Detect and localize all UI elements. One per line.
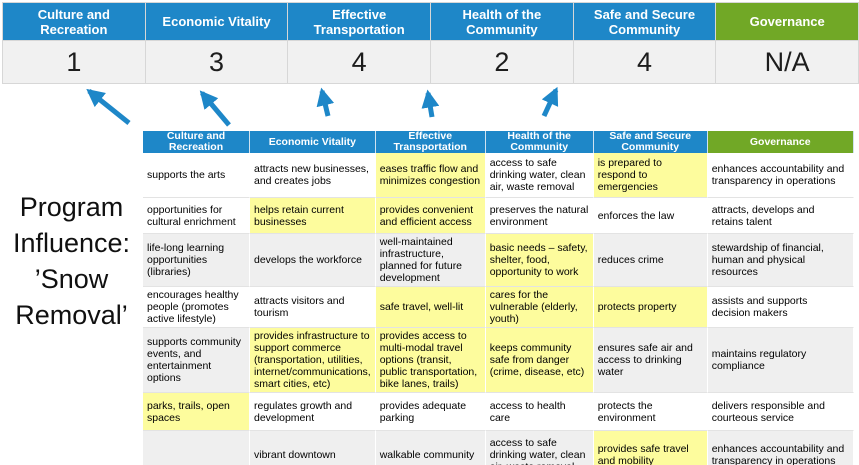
matrix-cell: regulates growth and development — [250, 393, 376, 431]
matrix-cell: basic needs – safety, shelter, food, opp… — [485, 234, 594, 287]
matrix-cell: preserves the natural environment — [485, 198, 594, 234]
matrix-cell: reduces crime — [593, 234, 708, 287]
matrix-row: vibrant downtown walkable community access… — [143, 431, 854, 465]
influence-arrow-safe-and-secure-community — [541, 86, 559, 118]
matrix-cell: cares for the vulnerable (elderly, youth… — [485, 287, 594, 328]
program-influence-label: Program Influence: ’Snow Removal’ — [12, 192, 131, 330]
matrix-header-effective-transportation: Effective Transportation — [375, 131, 486, 153]
matrix-cell: supports community events, and entertain… — [143, 328, 250, 393]
matrix-header-row: Culture and Recreation Economic Vitality E… — [143, 131, 854, 153]
matrix-cell: eases traffic flow and minimizes congest… — [375, 153, 486, 198]
matrix-cell: maintains regulatory compliance — [707, 328, 854, 393]
pillar-score-effective-transportation: 4 — [288, 41, 430, 83]
pillar-header-effective-transportation: Effective Transportation — [288, 3, 430, 40]
matrix-cell: enhances accountability and transparency… — [707, 153, 854, 198]
matrix-cell: provides adequate parking — [375, 393, 486, 431]
matrix-cell: is prepared to respond to emergencies — [593, 153, 708, 198]
matrix-cell: assists and supports decision makers — [707, 287, 854, 328]
matrix-cell: parks, trails, open spaces — [143, 393, 250, 431]
matrix-cell — [143, 431, 250, 465]
pillar-header-health-of-the-community: Health of the Community — [431, 3, 573, 40]
pillar-score-safe-and-secure-community: 4 — [573, 41, 716, 83]
pillar-score-economic-vitality: 3 — [145, 41, 288, 83]
pillar-header-safe-and-secure-community: Safe and Secure Community — [573, 3, 716, 40]
matrix-cell: provides safe travel and mobility — [593, 431, 708, 465]
matrix-cell: access to health care — [485, 393, 594, 431]
pillar-header-governance: Governance — [716, 3, 858, 40]
matrix-header-safe-and-secure-community: Safe and Secure Community — [593, 131, 708, 153]
matrix-cell: keeps community safe from danger (crime,… — [485, 328, 594, 393]
matrix-cell: encourages healthy people (promotes acti… — [143, 287, 250, 328]
matrix-header-culture-and-recreation: Culture and Recreation — [143, 131, 250, 153]
pillar-header-culture-and-recreation: Culture and Recreation — [3, 3, 145, 40]
pillar-score-health-of-the-community: 2 — [431, 41, 573, 83]
matrix-cell: well-maintained infrastructure, planned … — [375, 234, 486, 287]
matrix-row: encourages healthy people (promotes acti… — [143, 287, 854, 328]
matrix-cell: provides infrastructure to support comme… — [250, 328, 376, 393]
pillar-score-culture-and-recreation: 1 — [3, 41, 145, 83]
matrix-cell: provides convenient and efficient access — [375, 198, 486, 234]
matrix-cell: access to safe drinking water, clean air… — [485, 431, 594, 465]
matrix-cell: attracts visitors and tourism — [250, 287, 376, 328]
matrix-cell: provides access to multi-modal travel op… — [375, 328, 486, 393]
pillar-header-economic-vitality: Economic Vitality — [145, 3, 288, 40]
matrix-cell: attracts, develops and retains talent — [707, 198, 854, 234]
matrix-cell: develops the workforce — [250, 234, 376, 287]
matrix-cell: access to safe drinking water, clean air… — [485, 153, 594, 198]
matrix-row: supports the arts attracts new businesses… — [143, 153, 854, 198]
matrix-cell: helps retain current businesses — [250, 198, 376, 234]
matrix-cell: protects property — [593, 287, 708, 328]
matrix-cell: attracts new businesses, and creates job… — [250, 153, 376, 198]
influence-arrow-culture-and-recreation — [86, 88, 131, 125]
matrix-cell: ensures safe air and access to drinking … — [593, 328, 708, 393]
matrix-cell: safe travel, well-lit — [375, 287, 486, 328]
influence-arrow-effective-transportation — [316, 87, 335, 117]
matrix-header-governance: Governance — [707, 131, 854, 153]
influence-arrow-health-of-the-community — [421, 89, 440, 118]
matrix-row: parks, trails, open spaces regulates grow… — [143, 393, 854, 431]
matrix-cell: walkable community — [375, 431, 486, 465]
matrix-cell: supports the arts — [143, 153, 250, 198]
matrix-header-health-of-the-community: Health of the Community — [485, 131, 594, 153]
matrix-cell: protects the environment — [593, 393, 708, 431]
pillar-score-governance: N/A — [716, 41, 858, 83]
matrix-row: supports community events, and entertain… — [143, 328, 854, 393]
score-banner: Culture and Recreation Economic Vitality E… — [2, 2, 859, 84]
influence-arrow-economic-vitality — [199, 90, 231, 127]
matrix-row: opportunities for cultural enrichment hel… — [143, 198, 854, 234]
matrix-cell: opportunities for cultural enrichment — [143, 198, 250, 234]
matrix-cell: life-long learning opportunities (librar… — [143, 234, 250, 287]
matrix-row: life-long learning opportunities (librar… — [143, 234, 854, 287]
matrix-cell: enhances accountability and transparency… — [707, 431, 854, 465]
matrix-cell: enforces the law — [593, 198, 708, 234]
matrix-cell: stewardship of financial, human and phys… — [707, 234, 854, 287]
matrix-cell: delivers responsible and courteous servi… — [707, 393, 854, 431]
influence-matrix: Culture and Recreation Economic Vitality E… — [143, 131, 854, 465]
matrix-cell: vibrant downtown — [250, 431, 376, 465]
matrix-header-economic-vitality: Economic Vitality — [250, 131, 376, 153]
